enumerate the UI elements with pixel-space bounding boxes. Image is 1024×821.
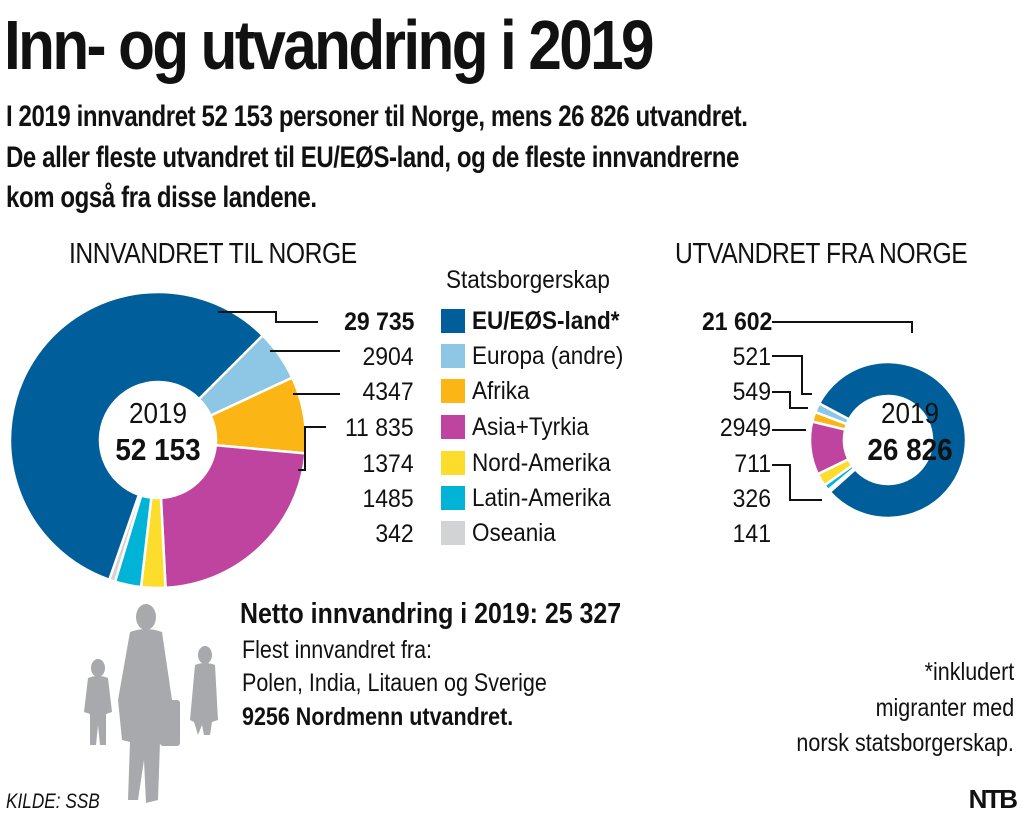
left-value-label: 342 bbox=[375, 520, 414, 548]
legend-label: EU/EØS-land* bbox=[472, 306, 620, 335]
left-value-label: 2904 bbox=[362, 343, 414, 371]
left-value-label: 1485 bbox=[362, 485, 414, 513]
leader-line bbox=[772, 391, 808, 409]
right-value-label: 141 bbox=[732, 520, 771, 548]
donut-slice-eu-e-s-land bbox=[817, 360, 968, 520]
people-silhouette-icon bbox=[84, 604, 218, 803]
outflow-donut bbox=[808, 360, 968, 520]
subtitle-line-1: I 2019 innvandret 52 153 personer til No… bbox=[6, 100, 748, 133]
leader-line bbox=[298, 426, 326, 471]
leader-line bbox=[218, 311, 318, 323]
right-value-label: 711 bbox=[734, 450, 771, 478]
subtitle-line-3: kom også fra disse landene. bbox=[6, 181, 317, 214]
footnote-line-1: *inkludert bbox=[924, 658, 1014, 686]
footnote-line-2: migranter med bbox=[875, 694, 1014, 722]
right-value-label: 549 bbox=[732, 378, 771, 406]
leader-line bbox=[772, 321, 913, 333]
legend-item: Oseania bbox=[441, 518, 565, 548]
leader-lines bbox=[218, 311, 913, 501]
footnote-line-3: norsk statsborgerskap. bbox=[796, 729, 1014, 757]
left-value-label: 29 735 bbox=[343, 308, 414, 336]
right-value-label: 2949 bbox=[719, 414, 771, 442]
legend-swatch bbox=[441, 415, 465, 439]
right-value-label: 21 602 bbox=[702, 308, 773, 336]
legend-title: Statsborgerskap bbox=[446, 266, 610, 294]
right-value-label: 521 bbox=[732, 343, 771, 371]
left-center-total: 52 153 bbox=[115, 432, 201, 467]
legend-label: Oseania bbox=[472, 518, 556, 547]
legend-label: Asia+Tyrkia bbox=[472, 412, 589, 441]
left-chart-title: INNVANDRET TIL NORGE bbox=[69, 238, 357, 270]
page-title: Inn- og utvandring i 2019 bbox=[4, 6, 655, 84]
donut-slice-asia-tyrkia bbox=[159, 443, 307, 590]
legend-swatch bbox=[441, 379, 465, 403]
net-migration-title: Netto innvandring i 2019: 25 327 bbox=[240, 598, 622, 630]
right-chart-title: UTVANDRET FRA NORGE bbox=[675, 238, 968, 270]
legend-item: Asia+Tyrkia bbox=[441, 412, 602, 442]
legend-item: Europa (andre) bbox=[441, 341, 640, 371]
legend-label: Afrika bbox=[472, 376, 530, 405]
legend-item: EU/EØS-land* bbox=[441, 306, 636, 336]
legend-swatch bbox=[441, 309, 465, 333]
right-center-year: 2019 bbox=[880, 398, 940, 430]
subtitle-line-2: De aller fleste utvandret til EU/EØS-lan… bbox=[6, 141, 739, 174]
legend-item: Nord-Amerika bbox=[441, 448, 626, 478]
leader-line bbox=[772, 355, 812, 395]
left-center-year: 2019 bbox=[128, 398, 188, 430]
inflow-donut bbox=[8, 290, 308, 590]
legend-swatch bbox=[441, 521, 465, 545]
legend-item: Afrika bbox=[441, 376, 536, 406]
legend-swatch bbox=[441, 451, 465, 475]
legend-label: Europa (andre) bbox=[472, 341, 624, 370]
legend-label: Nord-Amerika bbox=[472, 448, 611, 477]
donut-slice-eu-e-s-land bbox=[8, 290, 265, 582]
leader-line bbox=[772, 464, 822, 501]
legend-swatch bbox=[441, 486, 465, 510]
legend-item: Latin-Amerika bbox=[441, 483, 626, 513]
summary-line-2: Polen, India, Litauen og Sverige bbox=[242, 669, 547, 697]
source-label: KILDE: SSB bbox=[6, 790, 100, 813]
ntb-logo: NTB bbox=[968, 784, 1018, 814]
right-center-total: 26 826 bbox=[867, 432, 953, 467]
legend-swatch bbox=[441, 344, 465, 368]
right-value-label: 326 bbox=[732, 485, 771, 513]
summary-line-3: 9256 Nordmenn utvandret. bbox=[242, 703, 514, 731]
summary-line-1: Flest innvandret fra: bbox=[242, 636, 433, 664]
left-value-label: 11 835 bbox=[345, 414, 414, 442]
left-value-label: 4347 bbox=[362, 378, 414, 406]
left-value-label: 1374 bbox=[362, 450, 414, 478]
legend-label: Latin-Amerika bbox=[472, 483, 611, 512]
